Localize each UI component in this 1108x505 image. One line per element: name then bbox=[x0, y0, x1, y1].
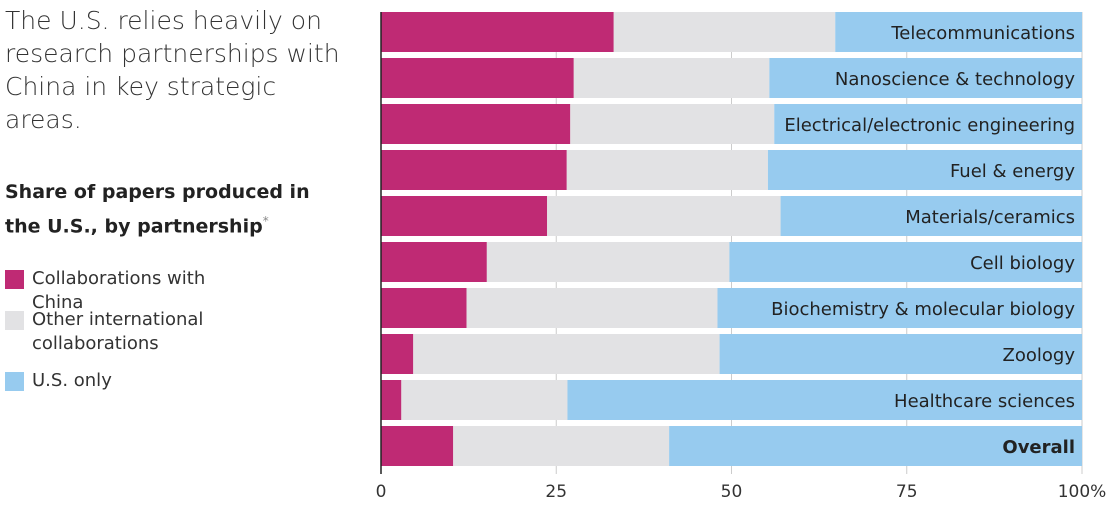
x-tick-label: 100% bbox=[1058, 482, 1107, 502]
category-label: Materials/ceramics bbox=[905, 207, 1075, 228]
category-label: Electrical/electronic engineering bbox=[784, 115, 1075, 136]
x-tick-label: 0 bbox=[376, 482, 387, 502]
bar-segment bbox=[547, 196, 781, 236]
bar-segment bbox=[566, 150, 768, 190]
bar-segment bbox=[570, 104, 775, 144]
bar-segment bbox=[381, 196, 548, 236]
bar-segment bbox=[453, 426, 670, 466]
bar-segment bbox=[381, 150, 567, 190]
bar-segment bbox=[486, 242, 730, 282]
bar-segment bbox=[767, 150, 1082, 190]
category-label: Cell biology bbox=[970, 253, 1075, 274]
bar-segment bbox=[613, 12, 836, 52]
subtitle-text: Share of papers produced in the U.S., by… bbox=[5, 181, 310, 238]
bar-segment bbox=[381, 334, 414, 374]
bar-segment bbox=[780, 196, 1082, 236]
legend-label: Collaborations with China bbox=[32, 268, 206, 313]
legend-swatch bbox=[5, 270, 24, 289]
bar-segment bbox=[774, 104, 1082, 144]
legend-item-china: Collaborations with China bbox=[5, 267, 262, 315]
footnote-marker: * bbox=[262, 214, 269, 228]
category-label: Biochemistry & molecular biology bbox=[771, 299, 1075, 320]
bar-segment bbox=[381, 58, 574, 98]
bar-segment bbox=[381, 380, 402, 420]
legend-item-other: Other international collaborations bbox=[5, 308, 232, 356]
category-label: Zoology bbox=[1003, 345, 1076, 366]
bar-segment bbox=[567, 380, 1082, 420]
bar-segment bbox=[769, 58, 1082, 98]
headline: The U.S. relies heavily on research part… bbox=[5, 6, 340, 134]
bar-segment bbox=[717, 288, 1082, 328]
bar-segment bbox=[413, 334, 720, 374]
bar-segment bbox=[381, 12, 614, 52]
legend-label: U.S. only bbox=[32, 370, 112, 391]
bar-segment bbox=[401, 380, 568, 420]
x-tick-label: 50 bbox=[721, 482, 743, 502]
legend-swatch bbox=[5, 311, 24, 330]
legend-swatch bbox=[5, 372, 24, 391]
bar-segment bbox=[669, 426, 1082, 466]
bar-segment bbox=[381, 104, 571, 144]
category-label: Healthcare sciences bbox=[894, 391, 1075, 412]
bar-segment bbox=[719, 334, 1082, 374]
x-tick-label: 75 bbox=[896, 482, 918, 502]
legend-label: Other international collaborations bbox=[32, 309, 204, 354]
category-label: Nanoscience & technology bbox=[835, 69, 1075, 90]
subtitle: Share of papers produced in the U.S., by… bbox=[5, 178, 335, 241]
bar-segment bbox=[729, 242, 1082, 282]
category-label: Telecommunications bbox=[890, 23, 1075, 44]
legend-item-us: U.S. only bbox=[5, 369, 262, 393]
bar-segment bbox=[573, 58, 770, 98]
bar-segment bbox=[835, 12, 1082, 52]
category-label: Overall bbox=[1002, 437, 1075, 458]
bar-segment bbox=[381, 288, 467, 328]
x-tick-label: 25 bbox=[545, 482, 567, 502]
bar-segment bbox=[381, 426, 454, 466]
bar-segment bbox=[381, 242, 487, 282]
bar-segment bbox=[466, 288, 718, 328]
category-label: Fuel & energy bbox=[950, 161, 1075, 182]
